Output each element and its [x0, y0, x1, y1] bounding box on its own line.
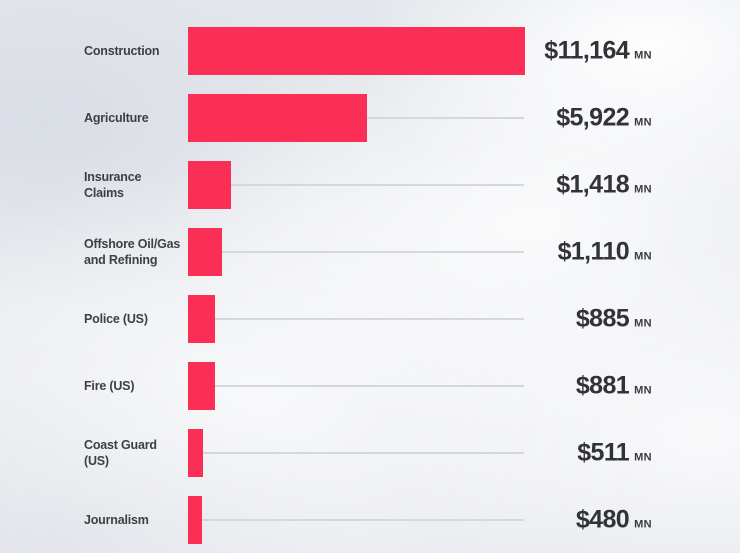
category-label: Coast Guard (US) [84, 437, 157, 468]
value-amount: $511 [577, 438, 630, 466]
bar-row: Construction $11,164 MN [0, 17, 740, 84]
value-unit: MN [634, 518, 652, 530]
leader-line [202, 518, 524, 521]
category-label: Construction [84, 43, 160, 58]
bar [188, 428, 203, 477]
value-unit: MN [634, 250, 652, 262]
bar [188, 26, 525, 75]
value-label: $885 MN [524, 304, 652, 333]
value-amount: $1,418 [556, 170, 630, 198]
bar-row: Fire (US) $881 MN [0, 352, 740, 419]
category-label: Insurance Claims [84, 169, 142, 200]
bar [188, 294, 215, 343]
value-label: $11,164 MN [524, 36, 652, 65]
category-label: Agriculture [84, 110, 149, 125]
leader-line [215, 384, 524, 387]
category-label: Fire (US) [84, 378, 135, 393]
bar-row: Journalism $480 MN [0, 486, 740, 553]
value-unit: MN [634, 451, 652, 463]
leader-line [231, 183, 524, 186]
value-amount: $885 [575, 304, 630, 332]
leader-line [222, 250, 524, 253]
value-amount: $881 [575, 371, 630, 399]
category-label: Police (US) [84, 311, 148, 326]
value-label: $1,418 MN [524, 170, 652, 199]
category-label: Offshore Oil/Gas and Refining [84, 236, 181, 267]
value-unit: MN [634, 49, 652, 61]
category-label: Journalism [84, 512, 149, 527]
value-unit: MN [634, 384, 652, 396]
value-label: $5,922 MN [524, 103, 652, 132]
bar-row: Agriculture $5,922 MN [0, 84, 740, 151]
value-unit: MN [634, 116, 652, 128]
value-unit: MN [634, 183, 652, 195]
value-amount: $11,164 [544, 36, 630, 64]
bar-row: Insurance Claims $1,418 MN [0, 151, 740, 218]
value-label: $511 MN [524, 438, 652, 467]
value-unit: MN [634, 317, 652, 329]
bar-row: Offshore Oil/Gas and Refining $1,110 MN [0, 218, 740, 285]
leader-line [203, 451, 524, 454]
leader-line [215, 317, 524, 320]
value-amount: $1,110 [557, 237, 630, 265]
bar [188, 495, 202, 544]
bar [188, 361, 215, 410]
bar [188, 160, 231, 209]
bar-row: Coast Guard (US) $511 MN [0, 419, 740, 486]
value-amount: $480 [575, 505, 630, 533]
bar [188, 93, 367, 142]
bar [188, 227, 222, 276]
value-label: $480 MN [524, 505, 652, 534]
bar-row: Police (US) $885 MN [0, 285, 740, 352]
value-label: $1,110 MN [524, 237, 652, 266]
leader-line [367, 116, 524, 119]
value-label: $881 MN [524, 371, 652, 400]
value-amount: $5,922 [556, 103, 630, 131]
